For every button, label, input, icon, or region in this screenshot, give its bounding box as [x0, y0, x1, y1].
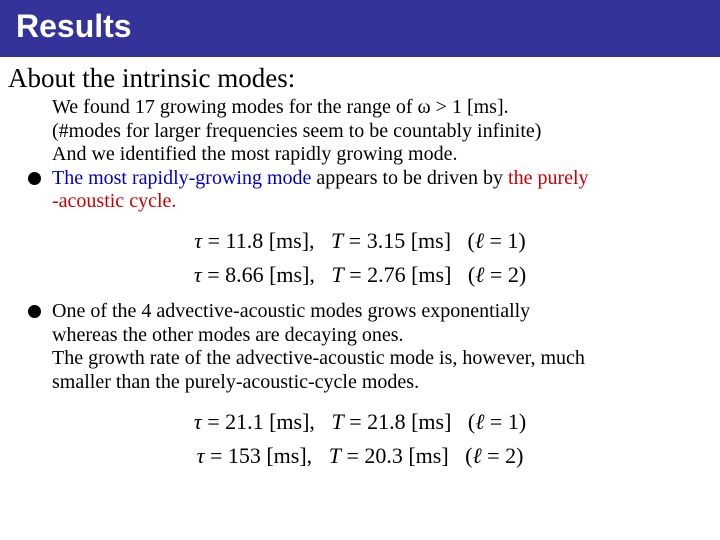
bullet-2-row: One of the 4 advective-acoustic modes gr… — [52, 300, 690, 324]
slide-subtitle: About the intrinsic modes: — [0, 57, 720, 96]
slide-title: Results — [16, 8, 132, 44]
bullet-1-row: The most rapidly-growing mode appears to… — [52, 167, 690, 191]
bullet-icon — [28, 172, 41, 185]
bullet-2-line-4: smaller than the purely-acoustic-cycle m… — [52, 371, 690, 395]
bullet-icon — [28, 305, 41, 318]
bullet-2-line-3: The growth rate of the advective-acousti… — [52, 347, 690, 371]
subtitle-text: About the intrinsic modes: — [8, 63, 295, 93]
eq1-line-2: τ = 8.66 [ms], T = 2.76 [ms] (ℓ = 2) — [0, 258, 720, 292]
intro-paragraph: We found 17 growing modes for the range … — [0, 96, 720, 167]
eq2-line-2: τ = 153 [ms], T = 20.3 [ms] (ℓ = 2) — [0, 439, 720, 473]
bullet-2-line-1: One of the 4 advective-acoustic modes gr… — [52, 300, 530, 322]
bullet-2-line-2: whereas the other modes are decaying one… — [52, 324, 690, 348]
intro-line-3: And we identified the most rapidly growi… — [52, 143, 690, 167]
slide-title-bar: Results — [0, 0, 720, 57]
eq2-line-1: τ = 21.1 [ms], T = 21.8 [ms] (ℓ = 1) — [0, 405, 720, 439]
intro-line-2: (#modes for larger frequencies seem to b… — [52, 120, 690, 144]
bullet-1-phrase-b: appears to be driven by — [311, 167, 508, 189]
bullet-1-phrase-a: The most rapidly-growing mode — [52, 167, 311, 189]
equation-block-2: τ = 21.1 [ms], T = 21.8 [ms] (ℓ = 1) τ =… — [0, 395, 720, 481]
bullet-1: The most rapidly-growing mode appears to… — [0, 167, 720, 214]
bullet-1-phrase-c: the purely — [508, 167, 589, 189]
equation-block-1: τ = 11.8 [ms], T = 3.15 [ms] (ℓ = 1) τ =… — [0, 214, 720, 300]
bullet-1-phrase-d: -acoustic cycle. — [52, 190, 176, 212]
intro-line-1: We found 17 growing modes for the range … — [52, 96, 690, 120]
bullet-1-line-2: -acoustic cycle. — [52, 190, 690, 214]
eq1-line-1: τ = 11.8 [ms], T = 3.15 [ms] (ℓ = 1) — [0, 224, 720, 258]
bullet-2: One of the 4 advective-acoustic modes gr… — [0, 300, 720, 394]
